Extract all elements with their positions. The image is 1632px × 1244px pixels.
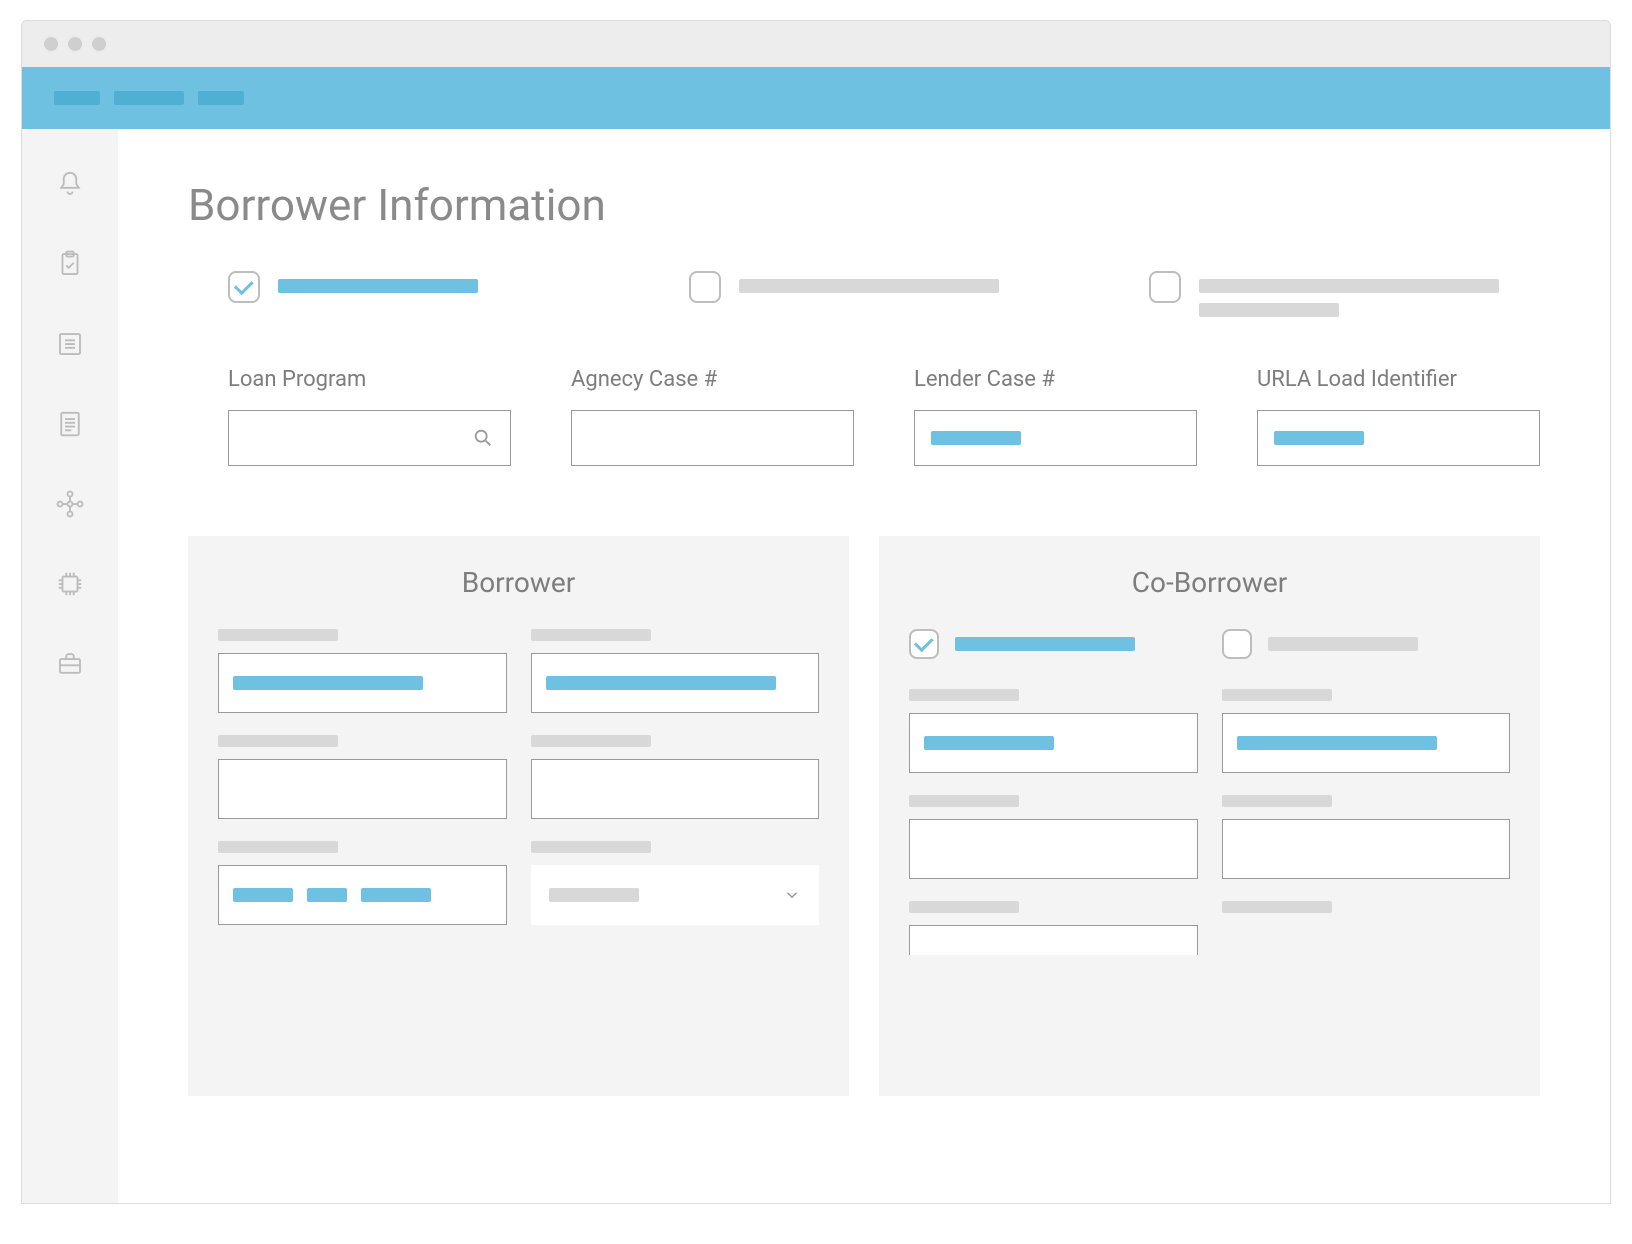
borrower-input[interactable]: [531, 653, 820, 713]
panels-row: Borrower: [188, 536, 1540, 1096]
lender-case-input[interactable]: [914, 410, 1197, 466]
coborrower-field-label: [909, 901, 1019, 913]
checkbox-1-label: [278, 279, 478, 293]
input-value: [924, 736, 1054, 750]
traffic-light-minimize[interactable]: [68, 37, 82, 51]
page-title: Borrower Information: [188, 179, 1540, 231]
field-agency-case: Agnecy Case #: [571, 367, 854, 466]
document-icon[interactable]: [55, 409, 85, 439]
coborrower-input[interactable]: [1222, 713, 1511, 773]
coborrower-panel: Co-Borrower: [879, 536, 1540, 1096]
checkbox-3-label-line2: [1199, 303, 1339, 317]
borrower-field-label: [531, 629, 651, 641]
top-field-row: Loan Program Agnecy Case # Lender Case #: [188, 367, 1540, 466]
borrower-panel: Borrower: [188, 536, 849, 1096]
chip-icon[interactable]: [55, 569, 85, 599]
checkbox-3[interactable]: [1149, 271, 1181, 303]
chevron-down-icon: [783, 886, 801, 904]
segment: [307, 888, 347, 902]
loan-program-input[interactable]: [228, 410, 511, 466]
field-lender-case: Lender Case #: [914, 367, 1197, 466]
list-icon[interactable]: [55, 329, 85, 359]
topbar-item[interactable]: [198, 91, 244, 105]
field-label: Lender Case #: [914, 367, 1197, 392]
search-icon: [472, 427, 494, 449]
agency-case-input[interactable]: [571, 410, 854, 466]
coborrower-checkbox-2-label: [1268, 637, 1418, 651]
coborrower-field-label: [1222, 795, 1332, 807]
coborrower-checkbox-2[interactable]: [1222, 629, 1252, 659]
borrower-field-label: [531, 735, 651, 747]
input-value: [233, 676, 423, 690]
coborrower-input[interactable]: [909, 925, 1198, 955]
borrower-input[interactable]: [218, 759, 507, 819]
input-value: [1237, 736, 1437, 750]
field-loan-program: Loan Program: [228, 367, 511, 466]
borrower-select[interactable]: [531, 865, 820, 925]
checkbox-3-label-line1: [1199, 279, 1499, 293]
checkbox-1[interactable]: [228, 271, 260, 303]
top-checkbox-row: [188, 271, 1540, 317]
select-value: [549, 888, 639, 902]
traffic-light-maximize[interactable]: [92, 37, 106, 51]
borrower-field-label: [218, 841, 338, 853]
borrower-panel-title: Borrower: [218, 566, 819, 599]
checkbox-option-1: [228, 271, 619, 317]
segment: [361, 888, 431, 902]
checkbox-2-label: [739, 279, 999, 293]
segment: [233, 888, 293, 902]
input-value: [546, 676, 776, 690]
urla-id-input[interactable]: [1257, 410, 1540, 466]
coborrower-input[interactable]: [1222, 819, 1511, 879]
clipboard-icon[interactable]: [55, 249, 85, 279]
borrower-field-label: [218, 629, 338, 641]
borrower-field-label: [531, 841, 651, 853]
coborrower-field-label: [1222, 901, 1332, 913]
coborrower-checkbox-1[interactable]: [909, 629, 939, 659]
borrower-input[interactable]: [531, 759, 820, 819]
coborrower-field-label: [1222, 689, 1332, 701]
input-value: [931, 431, 1021, 445]
coborrower-field-label: [909, 689, 1019, 701]
sidebar: [22, 129, 118, 1203]
coborrower-checkbox-1-label: [955, 637, 1135, 651]
checkbox-option-3: [1149, 271, 1540, 317]
borrower-field-label: [218, 735, 338, 747]
traffic-light-close[interactable]: [44, 37, 58, 51]
app-top-bar: [22, 67, 1610, 129]
main-content: Borrower Information: [118, 129, 1610, 1203]
briefcase-icon[interactable]: [55, 649, 85, 679]
field-label: Agnecy Case #: [571, 367, 854, 392]
coborrower-input[interactable]: [909, 713, 1198, 773]
coborrower-field-label: [909, 795, 1019, 807]
coborrower-panel-title: Co-Borrower: [909, 566, 1510, 599]
browser-titlebar: [22, 21, 1610, 67]
borrower-segmented-input[interactable]: [218, 865, 507, 925]
bell-icon[interactable]: [55, 169, 85, 199]
input-value: [1274, 431, 1364, 445]
checkbox-option-2: [689, 271, 1080, 317]
topbar-item[interactable]: [114, 91, 184, 105]
browser-frame: Borrower Information: [21, 20, 1611, 1204]
field-label: Loan Program: [228, 367, 511, 392]
field-urla-id: URLA Load Identifier: [1257, 367, 1540, 466]
nodes-icon[interactable]: [55, 489, 85, 519]
coborrower-input[interactable]: [909, 819, 1198, 879]
checkbox-2[interactable]: [689, 271, 721, 303]
field-label: URLA Load Identifier: [1257, 367, 1540, 392]
borrower-input[interactable]: [218, 653, 507, 713]
topbar-item[interactable]: [54, 91, 100, 105]
